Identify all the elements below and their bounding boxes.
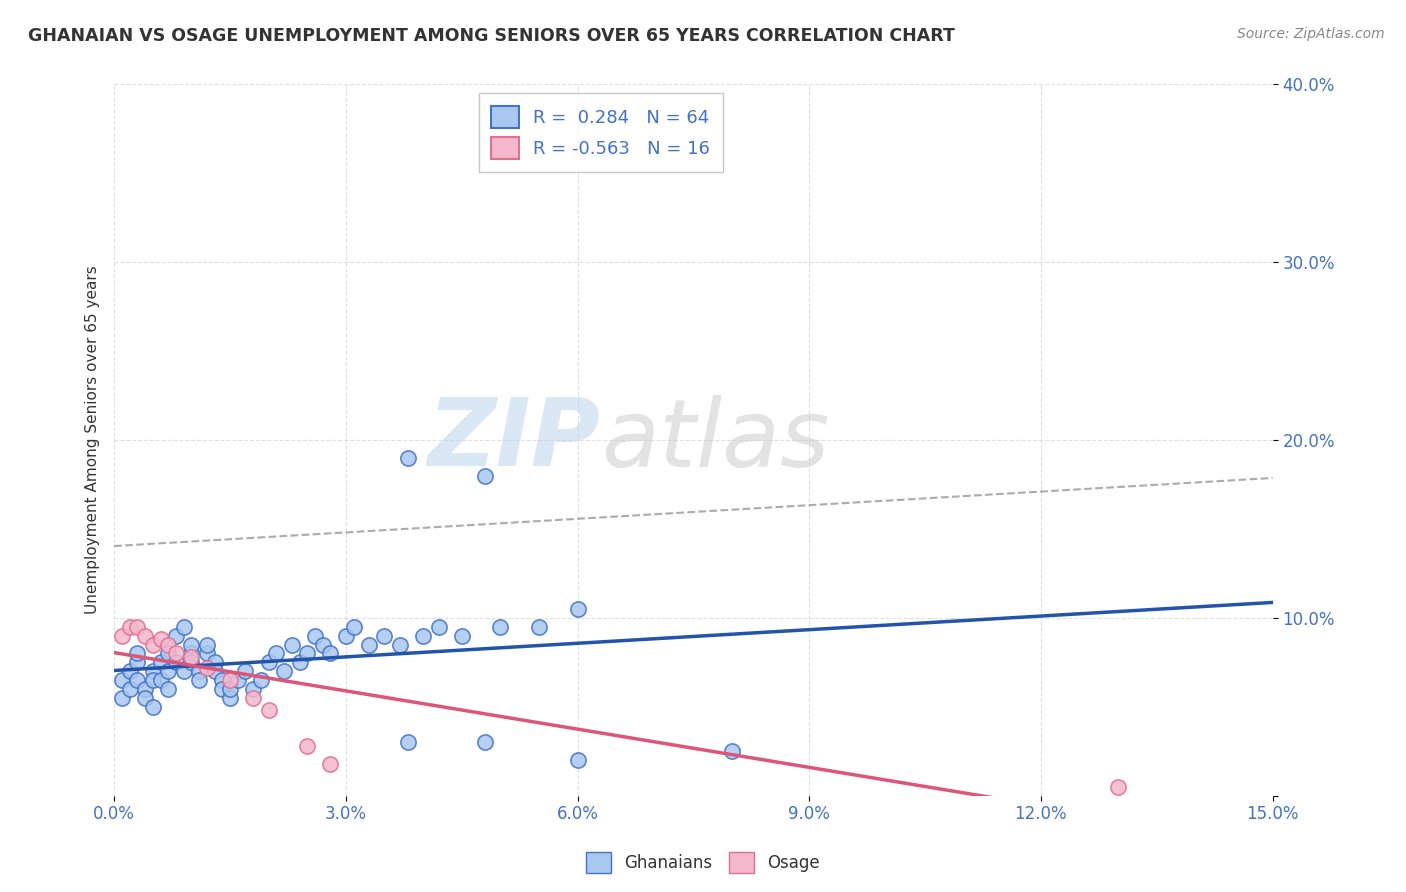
Point <box>180 638 202 652</box>
Point <box>195 647 218 661</box>
Point <box>157 665 180 679</box>
Point <box>195 661 218 675</box>
Point <box>180 647 202 661</box>
Point <box>567 753 589 767</box>
Point <box>142 638 165 652</box>
Point <box>134 690 156 705</box>
Point <box>412 629 434 643</box>
Point <box>165 647 187 661</box>
Point <box>204 656 226 670</box>
Point <box>157 638 180 652</box>
Point <box>195 638 218 652</box>
Point <box>373 629 395 643</box>
Point <box>127 656 149 670</box>
Legend: R =  0.284   N = 64, R = -0.563   N = 16: R = 0.284 N = 64, R = -0.563 N = 16 <box>479 94 723 172</box>
Point <box>474 468 496 483</box>
Point <box>242 690 264 705</box>
Point <box>149 632 172 647</box>
Point <box>388 638 411 652</box>
Point <box>118 665 141 679</box>
Point <box>257 703 280 717</box>
Point <box>235 665 257 679</box>
Point <box>173 620 195 634</box>
Point <box>288 656 311 670</box>
Point <box>211 681 233 696</box>
Point <box>396 735 419 749</box>
Point <box>211 673 233 688</box>
Point <box>142 699 165 714</box>
Point <box>127 673 149 688</box>
Point <box>226 673 249 688</box>
Point <box>427 620 450 634</box>
Point <box>219 673 242 688</box>
Point <box>450 629 472 643</box>
Point <box>489 620 512 634</box>
Point <box>204 665 226 679</box>
Text: ZIP: ZIP <box>427 394 600 486</box>
Point <box>134 629 156 643</box>
Point <box>1107 780 1129 794</box>
Point <box>180 656 202 670</box>
Point <box>312 638 335 652</box>
Text: Source: ZipAtlas.com: Source: ZipAtlas.com <box>1237 27 1385 41</box>
Point <box>118 681 141 696</box>
Point <box>273 665 295 679</box>
Point <box>319 647 342 661</box>
Point <box>188 665 211 679</box>
Point <box>257 656 280 670</box>
Point <box>157 647 180 661</box>
Point <box>396 450 419 465</box>
Point <box>142 673 165 688</box>
Point <box>357 638 380 652</box>
Point <box>142 665 165 679</box>
Point <box>304 629 326 643</box>
Y-axis label: Unemployment Among Seniors over 65 years: Unemployment Among Seniors over 65 years <box>86 266 100 615</box>
Point <box>165 656 187 670</box>
Point <box>173 665 195 679</box>
Point <box>297 647 319 661</box>
Point <box>242 681 264 696</box>
Point <box>127 647 149 661</box>
Point <box>527 620 550 634</box>
Point <box>335 629 357 643</box>
Point <box>342 620 364 634</box>
Point <box>149 656 172 670</box>
Point <box>157 681 180 696</box>
Point <box>219 681 242 696</box>
Legend: Ghanaians, Osage: Ghanaians, Osage <box>579 846 827 880</box>
Point <box>188 673 211 688</box>
Point <box>281 638 304 652</box>
Point <box>111 629 134 643</box>
Text: atlas: atlas <box>600 394 830 485</box>
Point <box>474 735 496 749</box>
Point <box>567 602 589 616</box>
Point <box>297 739 319 753</box>
Point <box>721 744 744 758</box>
Point <box>134 681 156 696</box>
Point <box>111 673 134 688</box>
Text: GHANAIAN VS OSAGE UNEMPLOYMENT AMONG SENIORS OVER 65 YEARS CORRELATION CHART: GHANAIAN VS OSAGE UNEMPLOYMENT AMONG SEN… <box>28 27 955 45</box>
Point <box>149 673 172 688</box>
Point <box>319 756 342 771</box>
Point <box>118 620 141 634</box>
Point <box>266 647 288 661</box>
Point <box>250 673 273 688</box>
Point <box>111 690 134 705</box>
Point <box>180 650 202 665</box>
Point <box>219 690 242 705</box>
Point <box>127 620 149 634</box>
Point <box>165 629 187 643</box>
